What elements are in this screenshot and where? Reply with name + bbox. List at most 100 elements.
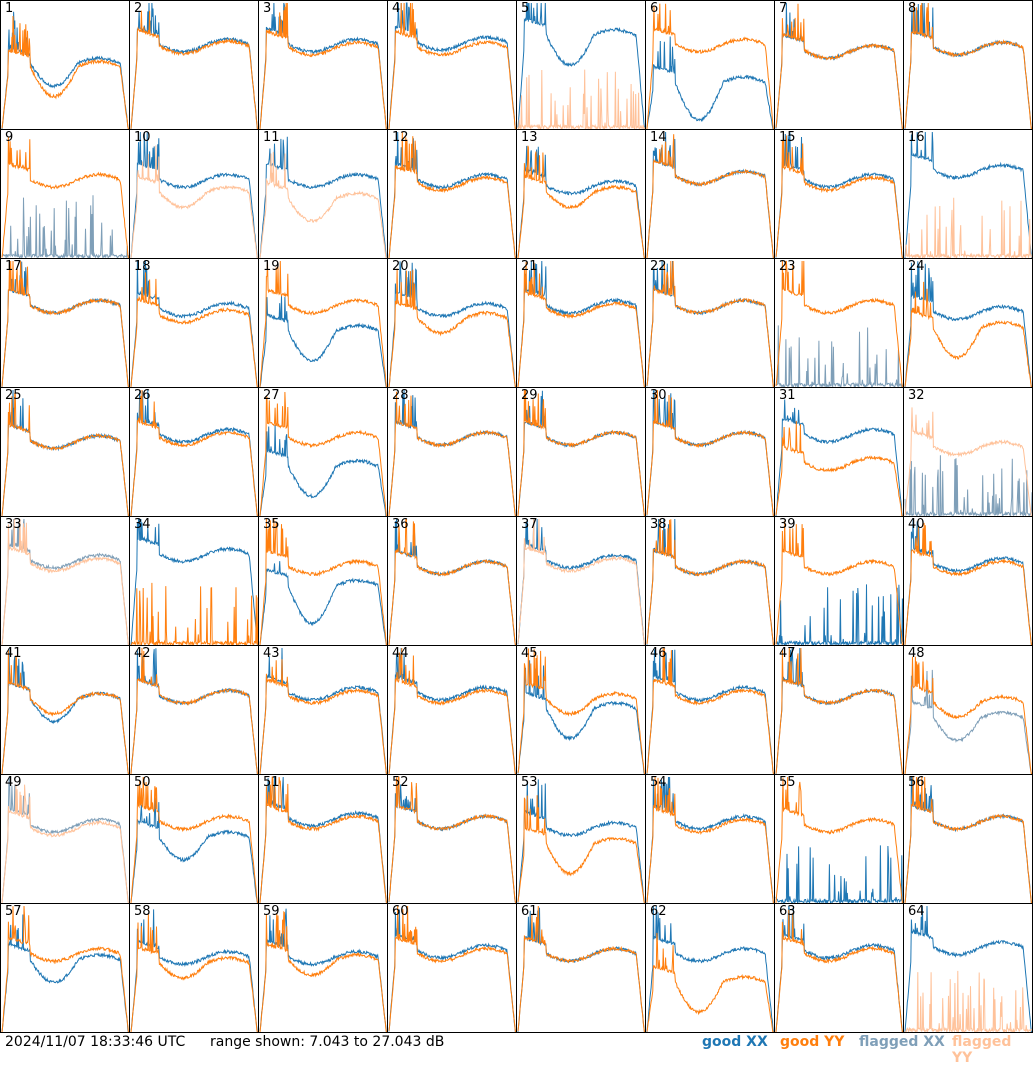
panel-label: 61: [521, 904, 538, 919]
series-xx: [904, 261, 1032, 387]
series-yy: [775, 3, 903, 129]
panel-plot: [517, 905, 645, 1032]
panel-plot: [904, 656, 1032, 774]
series-xx: [388, 2, 516, 129]
series-xx: [646, 36, 774, 129]
panel-plot: [130, 518, 258, 645]
series-xx: [904, 131, 1032, 258]
panel-plot: [130, 647, 258, 774]
panel-40: 40: [903, 516, 1033, 646]
series-xx: [775, 584, 903, 645]
panel-6: 6: [645, 0, 775, 130]
panel-label: 51: [263, 775, 280, 790]
panel-53: 53: [516, 774, 646, 904]
series-xx: [517, 518, 645, 645]
panel-label: 44: [392, 646, 409, 661]
panel-label: 37: [521, 517, 538, 532]
panel-plot: [388, 2, 516, 129]
panel-43: 43: [258, 645, 388, 775]
panel-label: 57: [5, 904, 22, 919]
series-xx: [130, 909, 258, 1032]
series-xx: [904, 905, 1032, 1032]
panel-10: 10: [129, 129, 259, 259]
series-yy: [388, 905, 516, 1032]
series-xx: [517, 660, 645, 774]
panel-plot: [646, 518, 774, 645]
legend-flagged-yy: flagged YY: [952, 1034, 1012, 1066]
panel-58: 58: [129, 903, 259, 1033]
panel-plot: [517, 648, 645, 774]
series-yy: [517, 69, 645, 129]
panel-label: 64: [908, 904, 925, 919]
series-yy: [646, 134, 774, 258]
series-yy: [130, 647, 258, 774]
series-xx: [775, 845, 903, 903]
panel-label: 47: [779, 646, 796, 661]
panel-39: 39: [774, 516, 904, 646]
series-xx: [130, 389, 258, 516]
panel-plot: [388, 261, 516, 387]
panel-label: 26: [134, 388, 151, 403]
panel-2: 2: [129, 0, 259, 130]
panel-label: 56: [908, 775, 925, 790]
panel-plot: [259, 647, 387, 774]
panel-label: 33: [5, 517, 22, 532]
series-yy: [775, 260, 903, 387]
panel-label: 58: [134, 904, 151, 919]
panel-plot: [130, 131, 258, 258]
series-yy: [388, 2, 516, 129]
series-xx: [130, 648, 258, 774]
series-xx: [517, 145, 645, 258]
panel-label: 25: [5, 388, 22, 403]
series-xx: [388, 776, 516, 903]
series-xx: [646, 389, 774, 516]
panel-plot: [904, 2, 1032, 129]
series-yy: [646, 260, 774, 387]
panel-plot: [130, 260, 258, 387]
series-yy: [775, 776, 903, 903]
series-xx: [388, 131, 516, 258]
panel-plot: [388, 389, 516, 516]
series-yy: [646, 389, 774, 516]
panel-label: 48: [908, 646, 925, 661]
panel-23: 23: [774, 258, 904, 388]
panel-48: 48: [903, 645, 1033, 775]
panel-plot: [1, 389, 129, 516]
panel-51: 51: [258, 774, 388, 904]
panel-label: 17: [5, 259, 22, 274]
series-yy: [388, 391, 516, 516]
panel-label: 20: [392, 259, 409, 274]
panel-plot: [1, 776, 129, 903]
panel-33: 33: [0, 516, 130, 646]
panel-plot: [517, 260, 645, 387]
panel-36: 36: [387, 516, 517, 646]
panel-label: 22: [650, 259, 667, 274]
panel-plot: [259, 2, 387, 129]
panel-plot: [775, 520, 903, 645]
series-yy: [1, 260, 129, 387]
panel-plot: [775, 647, 903, 774]
panel-label: 32: [908, 388, 925, 403]
series-yy: [517, 261, 645, 387]
panel-label: 42: [134, 646, 151, 661]
panel-label: 14: [650, 130, 667, 145]
panel-plot: [259, 518, 387, 645]
panel-3: 3: [258, 0, 388, 130]
panel-24: 24: [903, 258, 1033, 388]
series-yy: [904, 2, 1032, 129]
panel-52: 52: [387, 774, 517, 904]
panel-label: 41: [5, 646, 22, 661]
series-xx: [775, 132, 903, 258]
panel-plot: [388, 647, 516, 774]
panel-11: 11: [258, 129, 388, 259]
panel-plot: [259, 391, 387, 516]
panel-plot: [517, 2, 645, 129]
series-xx: [1, 11, 129, 129]
panel-plot: [646, 647, 774, 774]
panel-label: 10: [134, 130, 151, 145]
panel-4: 4: [387, 0, 517, 130]
panel-57: 57: [0, 903, 130, 1033]
panel-plot: [646, 776, 774, 903]
series-yy: [130, 389, 258, 516]
panel-8: 8: [903, 0, 1033, 130]
